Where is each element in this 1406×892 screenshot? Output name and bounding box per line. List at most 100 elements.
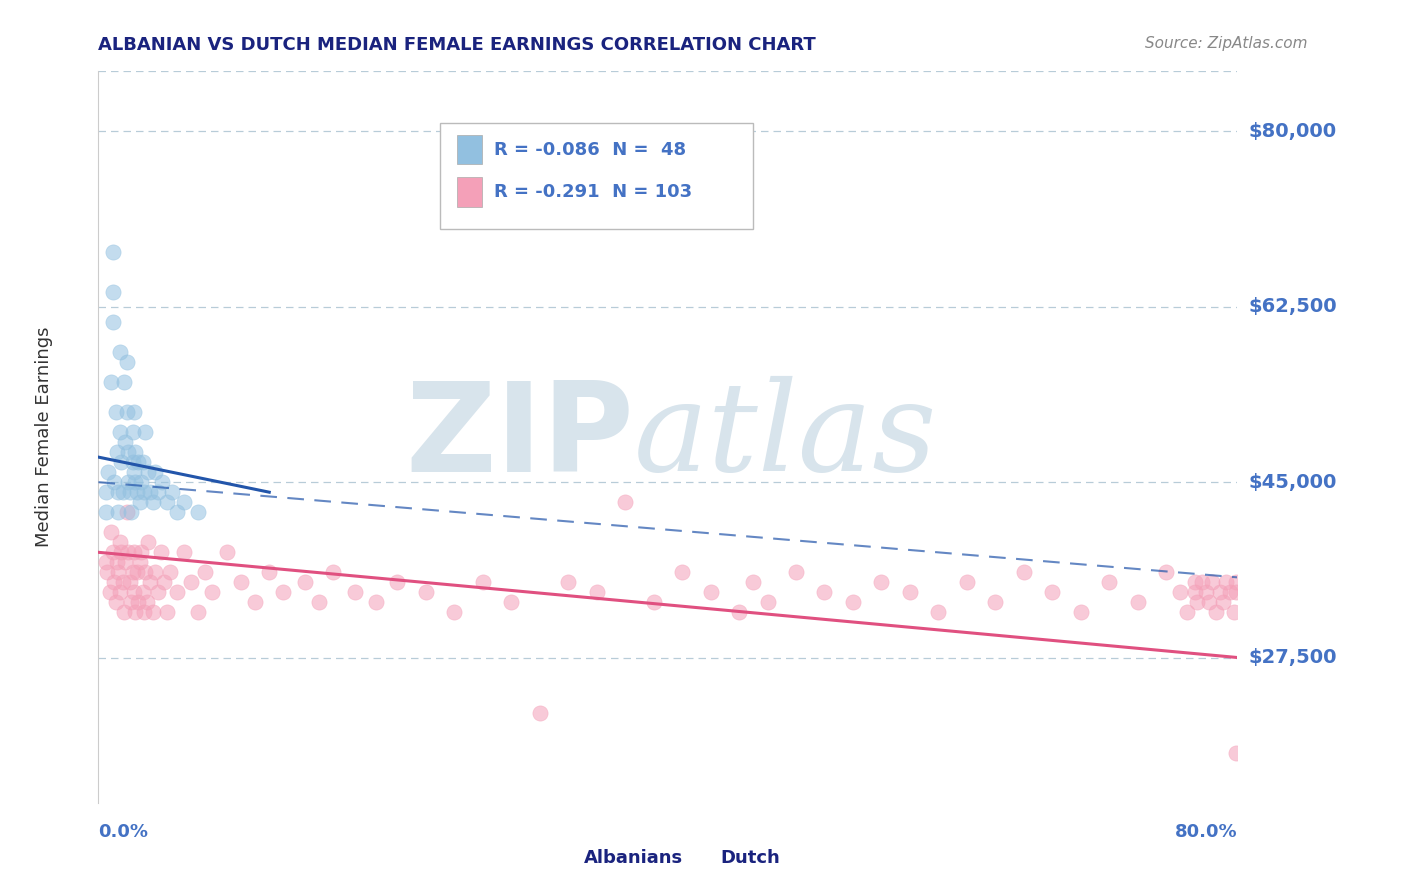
Point — [1195, 585, 1218, 599]
Point — [141, 606, 163, 620]
Point — [114, 555, 136, 569]
Point — [1126, 595, 1149, 609]
Point — [105, 445, 128, 459]
Point — [124, 475, 146, 490]
Point — [1177, 606, 1199, 620]
Point — [1223, 606, 1246, 620]
Point — [194, 566, 217, 580]
Point — [120, 595, 142, 609]
Point — [122, 465, 145, 479]
Point — [100, 375, 122, 389]
Text: ZIP: ZIP — [405, 376, 634, 498]
Point — [173, 545, 195, 559]
Point — [415, 585, 437, 599]
Text: R = -0.086  N =  48: R = -0.086 N = 48 — [494, 141, 686, 159]
Text: Source: ZipAtlas.com: Source: ZipAtlas.com — [1144, 36, 1308, 51]
Point — [101, 244, 124, 259]
Text: Albanians: Albanians — [583, 848, 683, 867]
Point — [110, 455, 132, 469]
Point — [1070, 606, 1092, 620]
Point — [94, 485, 117, 500]
Point — [187, 505, 209, 519]
Point — [145, 465, 167, 479]
Point — [134, 566, 156, 580]
Point — [129, 475, 152, 490]
Point — [135, 595, 157, 609]
Point — [107, 566, 129, 580]
Point — [115, 505, 138, 519]
Point — [1184, 585, 1206, 599]
Text: $45,000: $45,000 — [1249, 473, 1337, 491]
Point — [870, 575, 893, 590]
Point — [141, 495, 163, 509]
Point — [1212, 595, 1234, 609]
Point — [308, 595, 330, 609]
Point — [125, 485, 148, 500]
Point — [108, 425, 131, 439]
Point — [785, 566, 807, 580]
Point — [121, 566, 143, 580]
Point — [131, 585, 153, 599]
Point — [259, 566, 281, 580]
Point — [322, 566, 344, 580]
Point — [128, 555, 150, 569]
Point — [111, 575, 134, 590]
Bar — [457, 178, 482, 207]
Point — [117, 475, 139, 490]
Point — [103, 575, 125, 590]
Point — [1225, 575, 1247, 590]
Text: $27,500: $27,500 — [1249, 648, 1337, 667]
Point — [159, 566, 181, 580]
Point — [150, 545, 173, 559]
Point — [112, 375, 135, 389]
Point — [956, 575, 979, 590]
Point — [127, 455, 149, 469]
Point — [104, 595, 127, 609]
Point — [117, 545, 139, 559]
Point — [121, 455, 143, 469]
Bar — [554, 847, 579, 871]
Text: $62,500: $62,500 — [1249, 297, 1337, 317]
Point — [125, 566, 148, 580]
Point — [557, 575, 579, 590]
Point — [152, 475, 174, 490]
Point — [108, 535, 131, 549]
Point — [166, 505, 188, 519]
Point — [1170, 585, 1192, 599]
Point — [443, 606, 465, 620]
Point — [132, 606, 155, 620]
Point — [699, 585, 721, 599]
Text: atlas: atlas — [634, 376, 936, 498]
Point — [103, 475, 125, 490]
Point — [118, 485, 141, 500]
Point — [364, 595, 387, 609]
FancyBboxPatch shape — [440, 122, 754, 228]
Point — [1187, 595, 1209, 609]
Point — [108, 345, 131, 359]
Point — [105, 555, 128, 569]
Point — [1201, 575, 1223, 590]
Point — [101, 285, 124, 299]
Point — [131, 455, 153, 469]
Point — [148, 585, 170, 599]
Point — [614, 495, 637, 509]
Point — [94, 555, 117, 569]
Point — [343, 585, 366, 599]
Text: Dutch: Dutch — [720, 848, 780, 867]
Bar — [690, 847, 716, 871]
Point — [122, 585, 145, 599]
Point — [136, 465, 159, 479]
Point — [101, 315, 124, 329]
Text: $80,000: $80,000 — [1249, 122, 1337, 141]
Point — [136, 535, 159, 549]
Point — [115, 405, 138, 419]
Point — [294, 575, 316, 590]
Point — [124, 445, 146, 459]
Point — [927, 606, 949, 620]
Point — [132, 485, 155, 500]
Point — [1215, 575, 1237, 590]
Point — [128, 495, 150, 509]
Point — [471, 575, 494, 590]
Point — [111, 485, 134, 500]
Point — [728, 606, 751, 620]
